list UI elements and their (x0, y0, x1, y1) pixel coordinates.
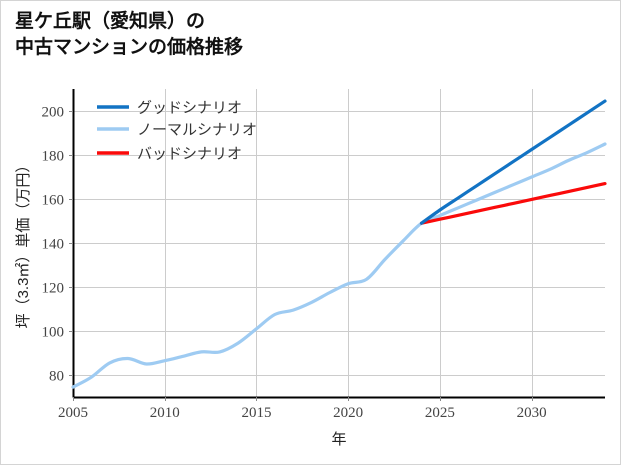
x-tick-labels-group: 2005 2010 2015 2020 2025 2030 (58, 405, 547, 421)
x-axis-title: 年 (331, 431, 346, 448)
y-tick-label: 200 (42, 105, 65, 121)
legend-label-normal: ノーマルシナリオ (137, 123, 257, 139)
x-tick-label: 2015 (241, 405, 271, 421)
axis-lines-group (72, 89, 605, 399)
y-tick-labels-group: 80 100 120 140 160 180 200 (42, 105, 65, 385)
y-tick-label: 140 (42, 237, 65, 253)
series-line-bad (419, 182, 607, 225)
y-tick-label: 80 (49, 369, 64, 385)
legend-label-bad: バッドシナリオ (137, 147, 242, 163)
y-tick-label: 120 (42, 281, 65, 297)
y-axis-title: 坪（3.3㎡）単価（万円） (15, 158, 32, 329)
page-title: 星ケ丘駅（愛知県）の 中古マンションの価格推移 (15, 11, 244, 58)
x-tick-label: 2025 (425, 405, 455, 421)
legend-label-good: グッドシナリオ (137, 100, 242, 117)
tick-marks-group (69, 111, 533, 401)
x-tick-label: 2005 (58, 405, 88, 421)
axis-titles-group: 年 坪（3.3㎡）単価（万円） (15, 158, 347, 448)
y-tick-label: 160 (42, 193, 65, 209)
series-lines-group (71, 99, 607, 389)
series-line-good (419, 99, 607, 225)
x-tick-label: 2030 (517, 405, 547, 421)
y-tick-label: 180 (42, 149, 65, 165)
x-tick-label: 2010 (150, 405, 180, 421)
series-line-normal (71, 142, 607, 389)
x-tick-label: 2020 (333, 405, 363, 421)
y-tick-label: 100 (42, 325, 65, 341)
